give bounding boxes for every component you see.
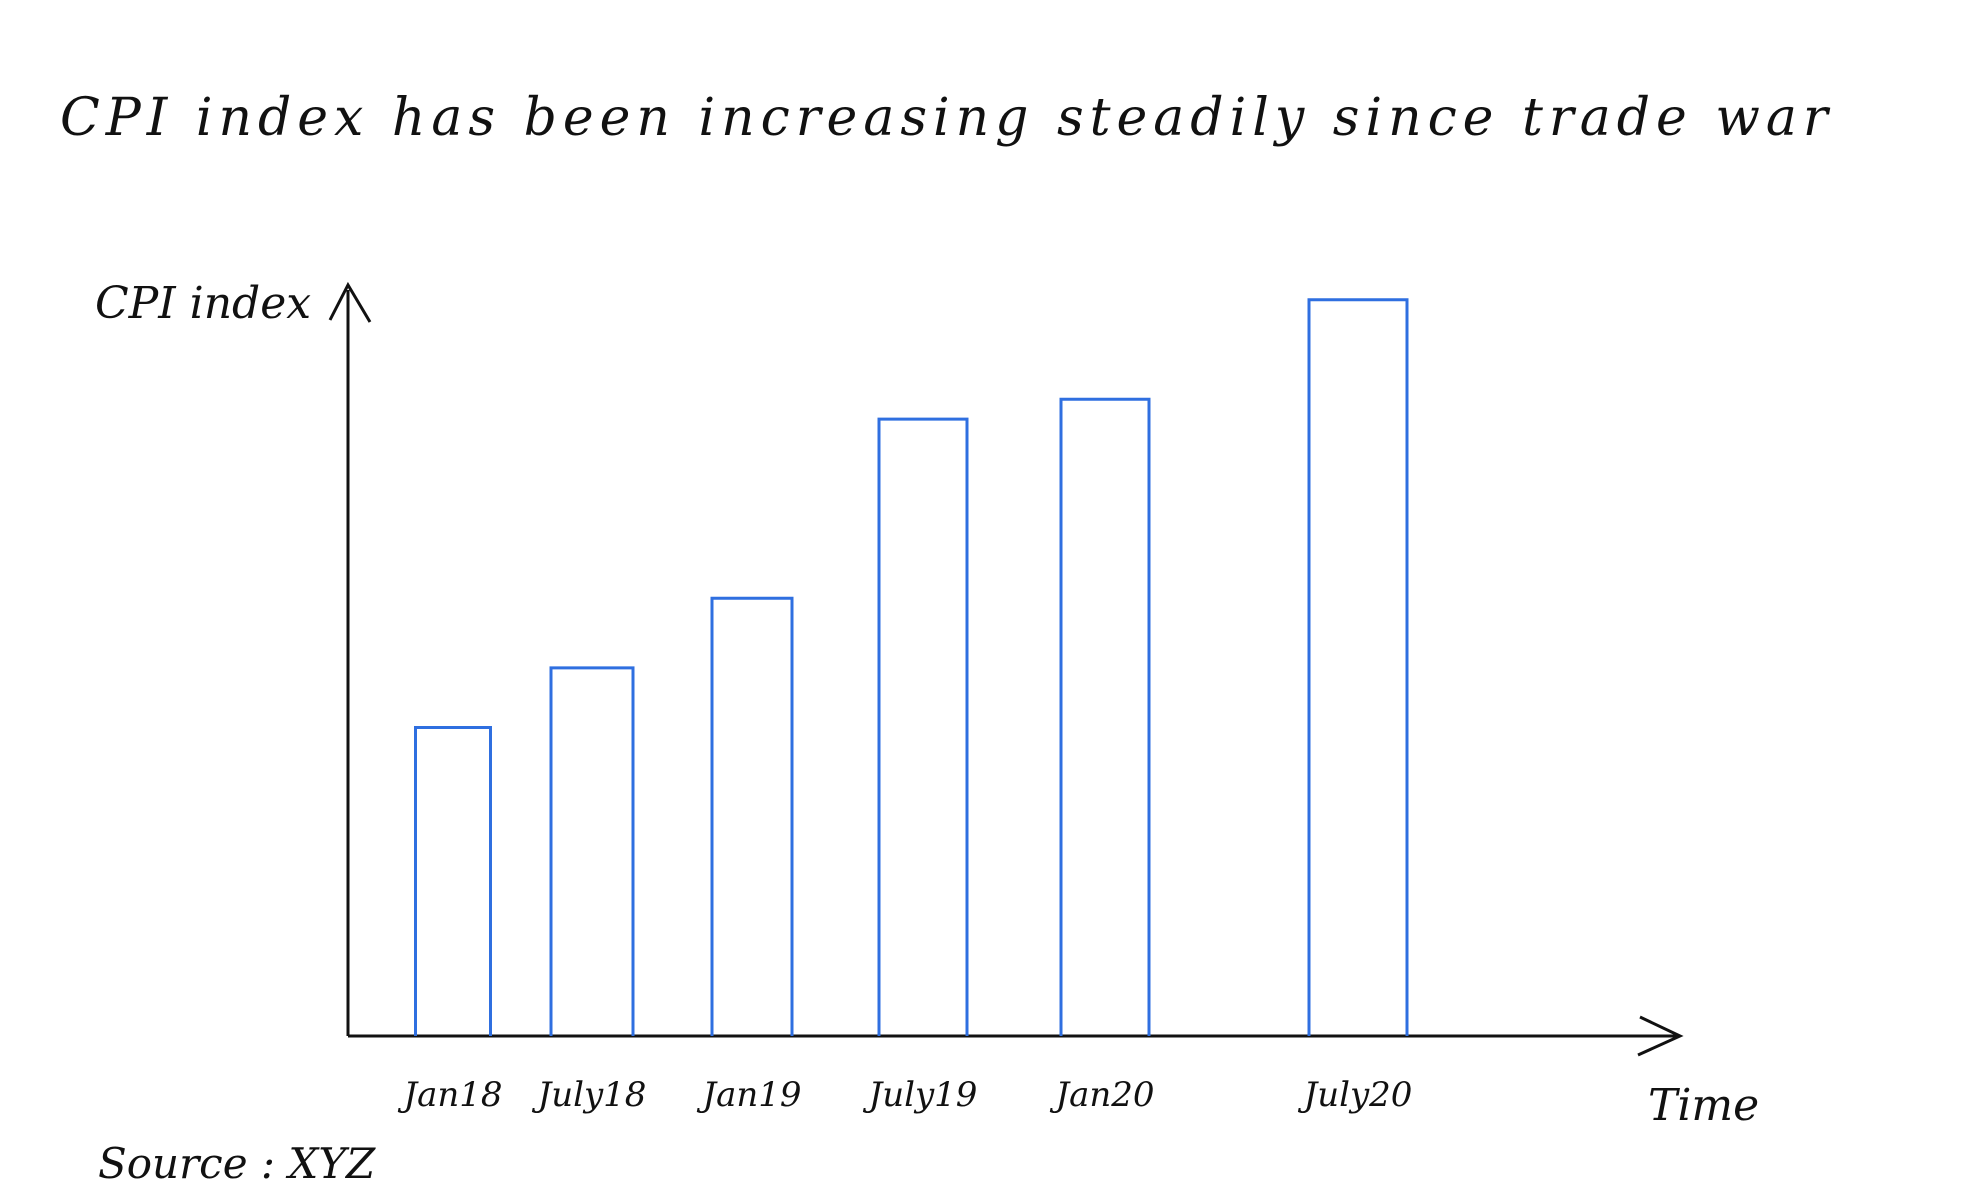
bar-july19 <box>877 417 969 1036</box>
bar-july20 <box>1307 298 1409 1036</box>
axes <box>328 281 1684 1057</box>
tick-label-july20: July20 <box>1298 1075 1413 1115</box>
tick-label-jan19: Jan19 <box>696 1075 801 1115</box>
bar-july18 <box>549 666 635 1036</box>
bar-jan19 <box>710 596 794 1036</box>
tick-label-jan18: Jan18 <box>397 1075 502 1115</box>
bar-jan20 <box>1059 397 1151 1036</box>
bar-jan18 <box>414 726 492 1036</box>
x-axis-label: Time <box>1648 1080 1759 1131</box>
y-axis-arrowhead <box>328 281 372 323</box>
tick-labels-group: Jan18 July18 Jan19 July19 Jan20 July20 <box>397 1075 1412 1115</box>
chart-title: CPI index has been increasing steadily s… <box>60 88 1834 148</box>
tick-label-july18: July18 <box>532 1075 647 1115</box>
tick-label-july19: July19 <box>863 1075 978 1115</box>
tick-label-jan20: Jan20 <box>1049 1075 1154 1115</box>
source-note: Source : XYZ <box>98 1139 376 1188</box>
bars-group <box>414 298 1409 1036</box>
x-axis-arrowhead <box>1637 1015 1684 1057</box>
y-axis-label: CPI index <box>95 278 311 329</box>
